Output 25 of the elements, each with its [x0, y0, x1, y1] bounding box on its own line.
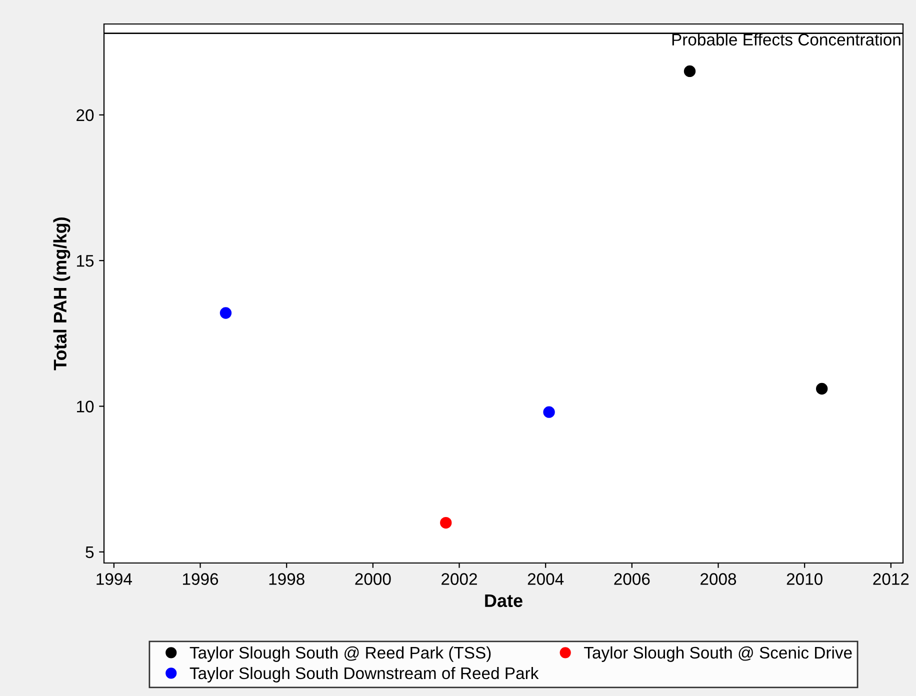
y-tick-label: 15 [77, 255, 94, 267]
y-tick-label: 20 [76, 109, 94, 122]
legend-label: Taylor Slough South @ Scenic Drive [584, 646, 852, 662]
y-tick-label: 5 [86, 546, 94, 558]
x-tick-label: 2004 [528, 573, 564, 585]
y-axis-title: Total PAH (mg/kg) [53, 217, 70, 370]
x-axis-title: Date [485, 594, 522, 608]
point [220, 307, 232, 319]
x-tick-label: 2008 [700, 573, 736, 585]
legend-label: Taylor Slough South Downstream of Reed Park [190, 666, 539, 682]
x-tick-label: 2010 [786, 573, 822, 585]
legend-label: Taylor Slough South @ Reed Park (TSS) [190, 646, 491, 662]
y-tick-label: 10 [77, 400, 94, 412]
x-tick-label: 2012 [873, 573, 909, 585]
x-tick-label: 2000 [355, 573, 391, 585]
x-tick-label: 1994 [96, 573, 132, 585]
ref-line-label: Probable Effects Concentration [672, 33, 900, 46]
point [816, 382, 828, 395]
point [684, 65, 696, 78]
point [543, 406, 555, 418]
x-tick-label: 2002 [442, 573, 477, 585]
x-tick-label: 1996 [182, 573, 218, 585]
x-tick-label: 1998 [269, 573, 304, 585]
point [440, 516, 452, 529]
x-tick-label: 2006 [614, 573, 650, 585]
